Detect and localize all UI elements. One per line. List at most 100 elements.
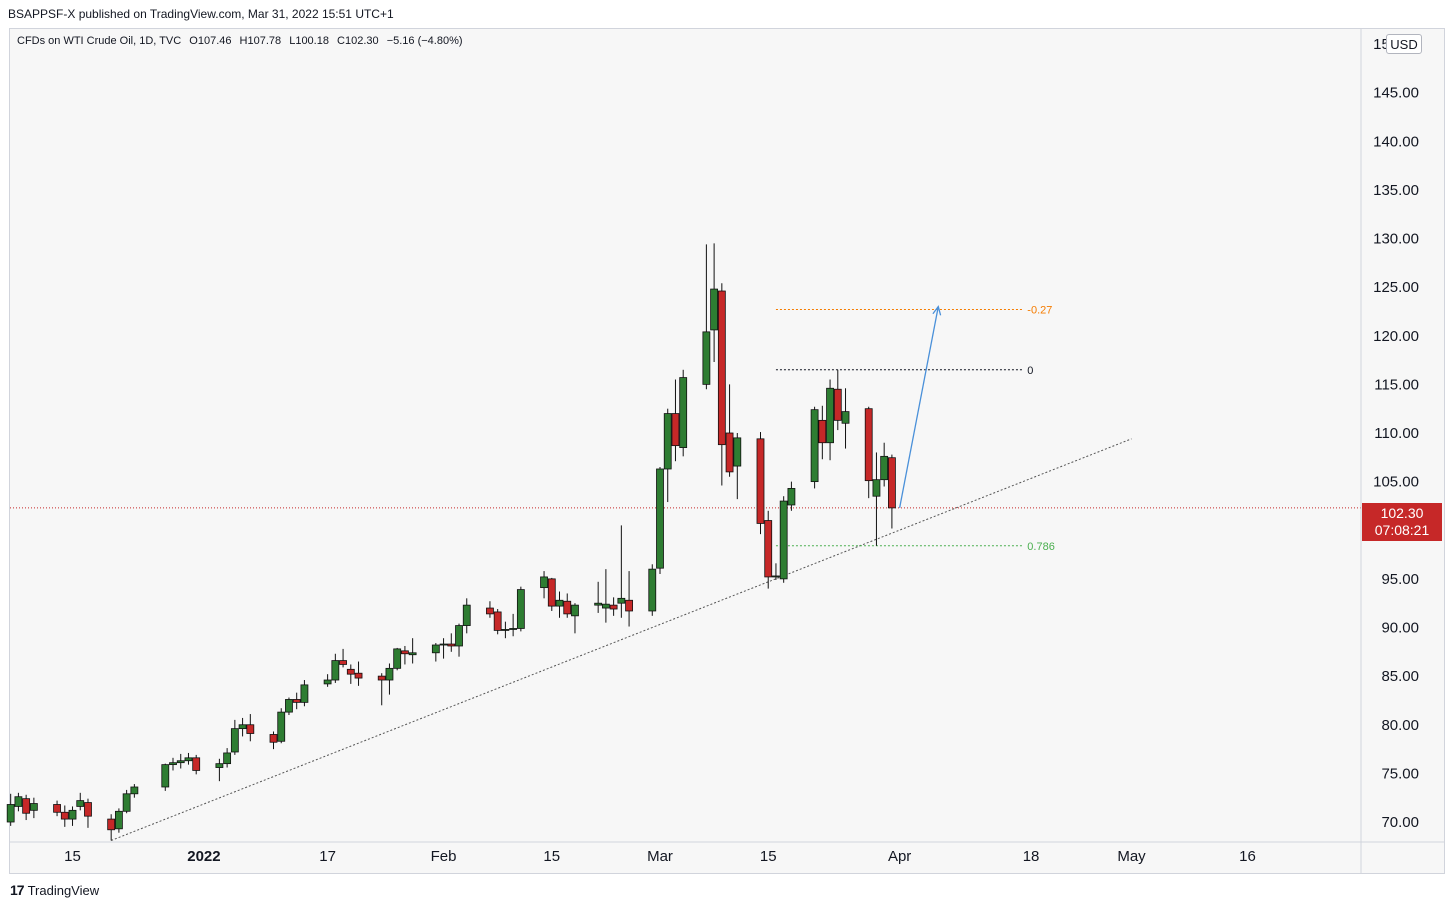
y-tick-label: 70.00 [1381,814,1419,831]
symbol-legend: CFDs on WTI Crude Oil, 1D, TVC O107.46 H… [17,35,468,47]
candle-body [818,419,827,444]
legend-symbol: CFDs on WTI Crude Oil, 1D, TVC [17,35,182,47]
candle-body [455,625,463,647]
x-tick-label: 15 [760,848,777,865]
currency-button[interactable]: USD [1386,34,1422,54]
footer-brand[interactable]: 17 TradingView [10,882,99,898]
fib-level-label: 0 [1027,365,1033,377]
last-price-value: 102.30 [1380,505,1424,521]
candle-body [702,331,711,385]
candle-body [6,804,15,823]
candle-body [880,455,889,481]
candle-body [22,798,31,814]
brand-name: TradingView [27,882,100,898]
y-tick-label: 115.00 [1374,376,1419,393]
legend-high: H107.78 [239,35,282,47]
candle-body [377,675,386,681]
fib-level-label: -0.27 [1027,304,1052,316]
y-tick-label: 145.00 [1373,85,1419,102]
x-tick-label: 16 [1239,848,1256,865]
legend-change: −5.16 (−4.80%) [386,35,463,47]
candle-body [115,810,123,830]
countdown-timer: 07:08:21 [1374,522,1430,538]
x-tick-label: Mar [647,848,673,865]
candle-body [269,734,278,743]
candle-body [130,786,139,795]
candle-body [571,604,579,617]
x-tick-label: Apr [888,848,911,865]
y-tick-label: 130.00 [1373,231,1419,248]
legend-open: O107.46 [189,35,232,47]
candle-body [223,752,232,765]
candle-body [176,760,185,764]
projection-arrow-line [898,306,939,509]
candle-body [648,568,657,612]
candle-body [679,377,688,448]
x-tick-label: 18 [1023,848,1040,865]
candle-body [501,629,510,631]
candle-body [609,604,618,610]
fib-level-label: 0.786 [1027,541,1055,553]
candle-body [563,600,572,615]
candle-body [826,387,834,444]
candle-body [285,699,293,713]
candle-body [710,288,719,331]
candle-body [76,800,85,807]
y-tick-label: 140.00 [1373,133,1419,150]
candle-body [14,796,23,807]
candle-body [625,599,633,612]
candle-body [431,644,440,654]
candle-body [60,811,69,820]
candle-body [84,802,92,817]
candle-body [810,409,819,483]
legend-close: C102.30 [337,35,379,47]
projection-arrow-head [932,305,942,316]
candle-body [230,728,239,753]
candle-body [509,628,518,630]
candle-body [671,413,680,447]
y-tick-label: 90.00 [1381,620,1419,637]
candle-body [486,607,494,615]
y-tick-label: 125.00 [1373,279,1419,296]
candle-body [764,520,773,578]
candle-body [346,668,355,675]
candle-body [656,468,664,569]
candle-body [215,763,224,768]
candle-body [401,650,409,655]
candle-body [787,488,796,506]
candle-body [617,597,626,604]
candle-body [601,603,610,609]
candle-body [725,432,734,473]
candle-body [323,679,332,685]
x-tick-label: 17 [319,848,336,865]
candle-body [872,479,881,497]
y-tick-label: 135.00 [1373,182,1419,199]
candle-body [354,672,363,679]
candle-body [292,699,301,703]
y-tick-label: 120.00 [1373,328,1419,345]
candle-body [238,724,247,730]
y-tick-label: 110.00 [1374,425,1419,442]
support-trendline [110,438,1132,841]
legend-low: L100.18 [289,35,329,47]
candle-body [447,643,456,647]
candle-body [192,757,201,771]
candle-body [594,602,603,606]
candle-body [555,599,564,607]
candle-body [331,660,340,681]
candle-body [439,643,448,646]
candle-body [107,818,116,831]
y-tick-label: 85.00 [1381,668,1419,685]
publish-info: BSAPPSF-X published on TradingView.com, … [8,7,394,21]
candle-body [717,290,726,446]
x-tick-label: 2022 [187,848,220,865]
candle-body [161,764,170,788]
candle-body [277,711,286,742]
candle-body [772,575,780,578]
candle-body [756,438,765,524]
tradingview-logo-icon: 17 [10,882,25,898]
x-tick-label: 15 [64,848,81,865]
candle-body [300,684,309,703]
candle-body [547,578,556,607]
